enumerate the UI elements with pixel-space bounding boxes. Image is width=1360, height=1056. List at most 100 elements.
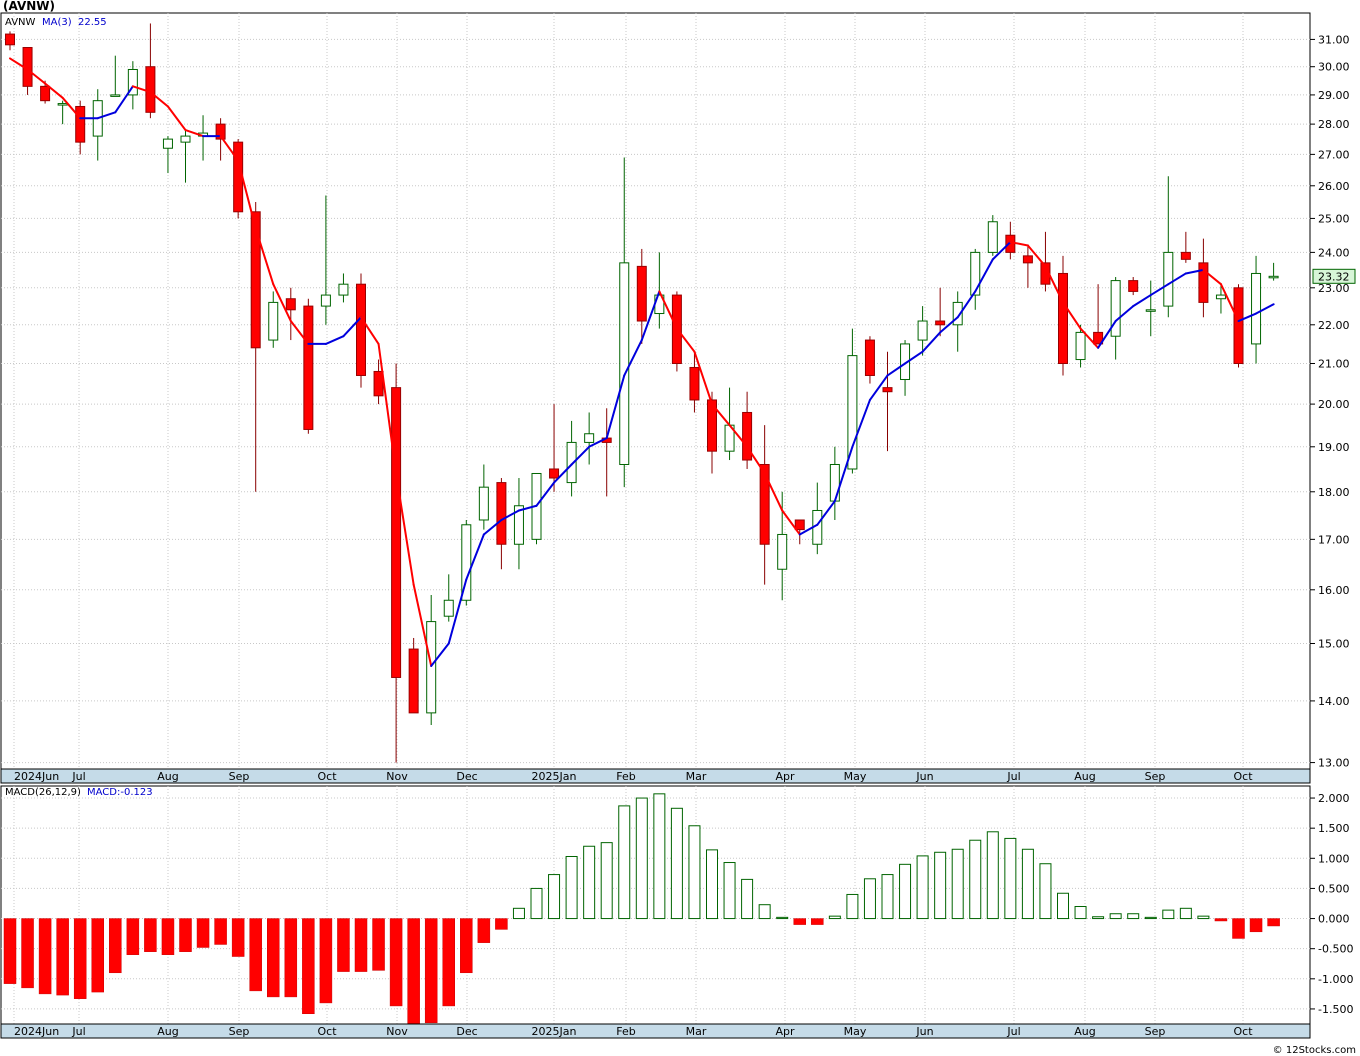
macd-tick-label: 1.000 (1318, 852, 1350, 865)
ma-line-segment (816, 500, 836, 526)
ma-line-segment (1009, 241, 1029, 247)
macd-bar-positive (1144, 916, 1157, 920)
candle-down (1180, 251, 1191, 260)
ma-line-segment (1184, 268, 1205, 275)
candle-down (549, 468, 560, 479)
macd-bar-negative (196, 918, 210, 948)
price-month-label: Apr (775, 770, 795, 783)
price-month-label: 2024Jun (14, 770, 59, 783)
macd-month-label: Nov (386, 1025, 408, 1038)
macd-bar-positive (881, 874, 894, 920)
candle-up (970, 251, 981, 296)
candle-down (373, 370, 384, 397)
ma-line-segment (886, 362, 907, 377)
ma-line-segment (26, 68, 47, 85)
price-tick-label: 30.00 (1318, 61, 1350, 74)
macd-bar-negative (1232, 918, 1245, 939)
macd-month-label: Oct (317, 1025, 337, 1038)
ma-line-segment (114, 85, 134, 114)
macd-bar-positive (969, 839, 982, 920)
price-tick-label: 26.00 (1318, 180, 1350, 193)
macd-bar-positive (986, 831, 999, 920)
ma-line-segment (974, 258, 994, 293)
ma-line-segment (570, 445, 591, 466)
macd-month-label: May (844, 1025, 867, 1038)
price-month-label: Sep (1145, 770, 1166, 783)
ma-line-segment (377, 342, 398, 475)
macd-bar-negative (1249, 918, 1263, 933)
ma-line-segment (237, 159, 257, 230)
macd-bar-positive (1197, 915, 1210, 920)
macd-bar-negative (389, 918, 403, 1007)
ma-line-segment (482, 518, 503, 536)
macd-month-label: 2025Jan (532, 1025, 577, 1038)
ma-line-segment (746, 445, 766, 475)
candle-down (391, 387, 402, 678)
ma-line-segment (798, 523, 819, 536)
ma-line-segment (1044, 265, 1064, 304)
macd-bar-negative (38, 918, 52, 995)
macd-bar-negative (302, 918, 315, 1015)
candle-up (777, 533, 788, 570)
price-tick-label: 31.00 (1318, 33, 1350, 46)
macd-bar-negative (3, 918, 17, 984)
ma-line-segment (693, 350, 713, 406)
macd-bar-positive (741, 878, 754, 920)
ma-line-segment (430, 642, 450, 667)
price-tick-label: 25.00 (1318, 212, 1350, 225)
candle-up (619, 262, 630, 465)
candle-down (215, 123, 226, 140)
macd-bar-negative (214, 918, 227, 945)
candle-down (1093, 331, 1104, 345)
macd-bar-negative (73, 918, 87, 999)
ma-line-segment (711, 403, 731, 427)
ma-line-segment (1062, 301, 1082, 330)
macd-bar-negative (267, 918, 280, 998)
price-month-label: May (844, 770, 867, 783)
macd-bar-positive (635, 797, 648, 920)
candle-up (584, 433, 595, 443)
candle-down (285, 298, 296, 311)
macd-month-label: Jul (71, 1025, 85, 1038)
ma-line-segment (553, 463, 573, 484)
macd-bar-positive (1179, 907, 1192, 920)
ma-line-segment (605, 374, 626, 440)
macd-bar-negative (495, 918, 508, 930)
candle-up (426, 621, 437, 714)
candle-up (987, 221, 998, 253)
macd-tick-label: -1.000 (1318, 973, 1353, 986)
ma-line-segment (324, 335, 345, 345)
candle-down (496, 482, 507, 545)
candle-up (1110, 280, 1121, 337)
legend-symbol: AVNW (5, 17, 36, 28)
price-panel: 13.00 14.00 15.00 16.00 17.00 18.00 19.00 20.00… (0, 12, 1356, 784)
ma-line-segment (96, 111, 117, 120)
macd-tick-label: -1.500 (1318, 1003, 1353, 1016)
ma-line-segment (1219, 283, 1240, 323)
price-tick-label: 22.00 (1318, 319, 1350, 332)
macd-bar-negative (811, 918, 824, 925)
price-month-label: Aug (1074, 770, 1095, 783)
price-month-label: Jul (1006, 770, 1020, 783)
macd-bar-negative (407, 918, 420, 1027)
price-month-label: Mar (686, 770, 707, 783)
macd-bar-negative (284, 918, 298, 998)
macd-month-label: Dec (456, 1025, 477, 1038)
macd-month-label: 2024Jun (14, 1025, 59, 1038)
ma-line-segment (991, 241, 1012, 261)
candle-up (461, 524, 472, 601)
macd-bar-negative (477, 918, 491, 943)
ma-line-segment (342, 316, 362, 338)
ma-line-segment (588, 437, 608, 448)
macd-month-label: Sep (1145, 1025, 1166, 1038)
ma-line-segment (1255, 303, 1275, 315)
candle-up (1268, 275, 1279, 279)
macd-bar-negative (21, 918, 34, 989)
macd-tick-label: -0.500 (1318, 943, 1353, 956)
macd-bar-positive (653, 793, 666, 920)
macd-bar-negative (109, 918, 122, 974)
ma-line-segment (149, 91, 169, 108)
ma-line-segment (1149, 283, 1170, 297)
macd-bar-positive (688, 825, 701, 920)
ma-line-segment (1097, 320, 1117, 349)
